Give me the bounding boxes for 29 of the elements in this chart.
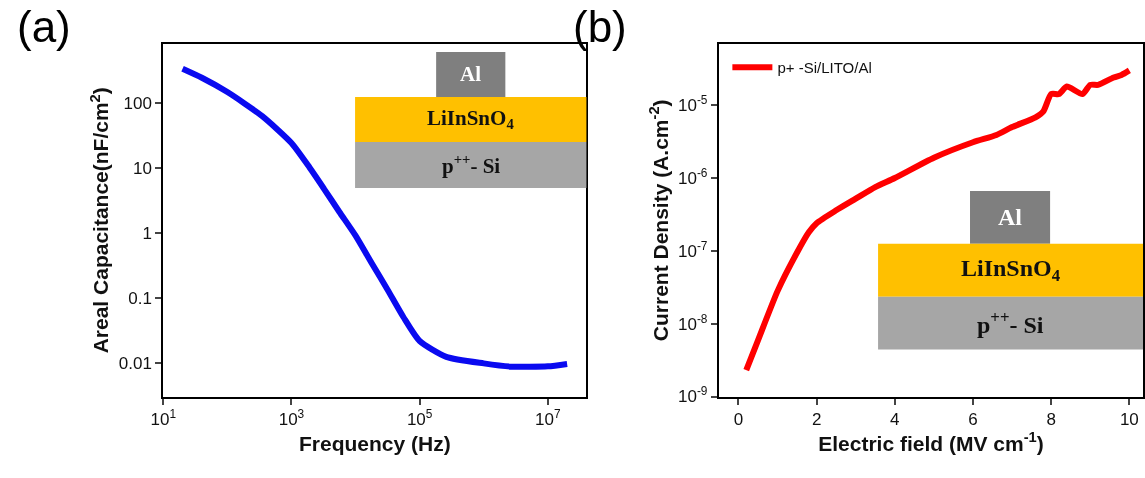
annotation: LiInSnO$_{4}$ <box>961 255 1061 286</box>
y-tick-label: 10$^{-6}$ <box>677 165 708 188</box>
y-tick-label: 10$^{-8}$ <box>677 311 708 334</box>
x-tick-label: 10$^{1}$ <box>150 406 177 429</box>
x-tick-label: 2 <box>811 409 822 429</box>
chart-title: (b) <box>573 2 627 51</box>
annotation: p$^{++}$- Si <box>442 151 501 178</box>
x-tick-label: 10 <box>1119 409 1139 429</box>
x-tick-label: 8 <box>1046 409 1056 429</box>
y-tick-label: 0.1 <box>128 289 152 309</box>
x-tick-label: 6 <box>968 409 978 429</box>
y-tick-label: 100 <box>123 93 152 113</box>
y-tick-label: 10$^{-5}$ <box>677 92 708 116</box>
x-tick-label: 4 <box>890 409 900 429</box>
annotation: LiInSnO$_{4}$ <box>427 106 515 133</box>
y-tick-label: 0.01 <box>118 354 152 374</box>
chart-title: (a) <box>17 2 71 51</box>
y-tick-label: 10 <box>132 158 152 178</box>
x-axis-title: Electric field (MV cm$^{-1}$) <box>818 428 1044 455</box>
y-tick-label: 10$^{-9}$ <box>677 384 708 407</box>
x-axis-title: Frequency (Hz) <box>299 431 451 455</box>
x-tick-label: 0 <box>733 409 744 429</box>
legend-label: p+ -Si/LITO/Al <box>777 59 872 77</box>
x-tick-label: 10$^{7}$ <box>535 406 561 429</box>
y-tick-label: 1 <box>142 223 152 243</box>
x-tick-label: 10$^{5}$ <box>406 406 433 429</box>
y-tick-label: 10$^{-7}$ <box>677 238 708 261</box>
annotation: p$^{++}$- Si <box>977 308 1044 339</box>
x-tick-label: 10$^{3}$ <box>278 406 305 429</box>
